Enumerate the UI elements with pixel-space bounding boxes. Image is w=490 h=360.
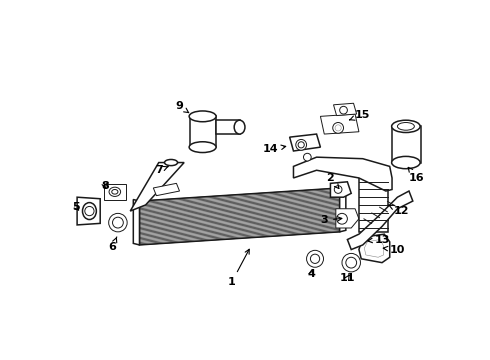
Text: 15: 15 [349, 110, 370, 120]
Polygon shape [359, 234, 390, 263]
Ellipse shape [112, 189, 118, 194]
Polygon shape [365, 239, 384, 257]
Circle shape [113, 217, 123, 228]
Text: 10: 10 [383, 244, 405, 255]
Polygon shape [320, 114, 359, 134]
Ellipse shape [234, 120, 245, 134]
Ellipse shape [189, 111, 216, 122]
Circle shape [342, 253, 361, 272]
Text: 14: 14 [263, 144, 286, 154]
Ellipse shape [397, 122, 415, 130]
Polygon shape [140, 188, 340, 245]
Polygon shape [294, 157, 392, 191]
Text: 12: 12 [388, 205, 409, 216]
Polygon shape [290, 134, 320, 151]
Polygon shape [153, 183, 179, 195]
Text: 6: 6 [109, 237, 117, 252]
Polygon shape [359, 178, 388, 232]
Circle shape [109, 213, 127, 232]
Circle shape [346, 257, 357, 268]
Circle shape [334, 186, 342, 193]
Polygon shape [217, 120, 240, 134]
Polygon shape [130, 163, 184, 211]
Circle shape [85, 206, 94, 216]
Circle shape [337, 213, 347, 224]
Polygon shape [330, 182, 351, 197]
Text: 8: 8 [101, 181, 109, 191]
Circle shape [307, 250, 323, 267]
Text: 3: 3 [320, 215, 342, 225]
Ellipse shape [392, 156, 420, 169]
Circle shape [296, 139, 307, 150]
Polygon shape [190, 116, 217, 147]
Polygon shape [392, 126, 420, 163]
Polygon shape [133, 199, 140, 245]
Ellipse shape [82, 203, 97, 220]
Text: 2: 2 [326, 173, 339, 189]
Polygon shape [336, 209, 359, 228]
Ellipse shape [109, 187, 121, 197]
Circle shape [311, 254, 319, 264]
Text: 16: 16 [408, 167, 424, 183]
Ellipse shape [165, 159, 177, 166]
Text: 13: 13 [368, 235, 390, 244]
Text: 4: 4 [307, 269, 315, 279]
Circle shape [340, 106, 347, 114]
Circle shape [335, 125, 341, 131]
Polygon shape [104, 184, 125, 199]
Polygon shape [77, 197, 100, 225]
Circle shape [298, 142, 304, 148]
Polygon shape [334, 103, 357, 116]
Text: 7: 7 [155, 165, 168, 175]
Ellipse shape [392, 120, 420, 132]
Circle shape [333, 122, 343, 133]
Circle shape [303, 153, 311, 161]
Text: 11: 11 [340, 273, 355, 283]
Polygon shape [347, 191, 413, 249]
Text: 9: 9 [175, 101, 189, 113]
Ellipse shape [189, 142, 216, 153]
Text: 1: 1 [228, 249, 249, 287]
Polygon shape [340, 186, 346, 232]
Text: 5: 5 [73, 202, 80, 212]
